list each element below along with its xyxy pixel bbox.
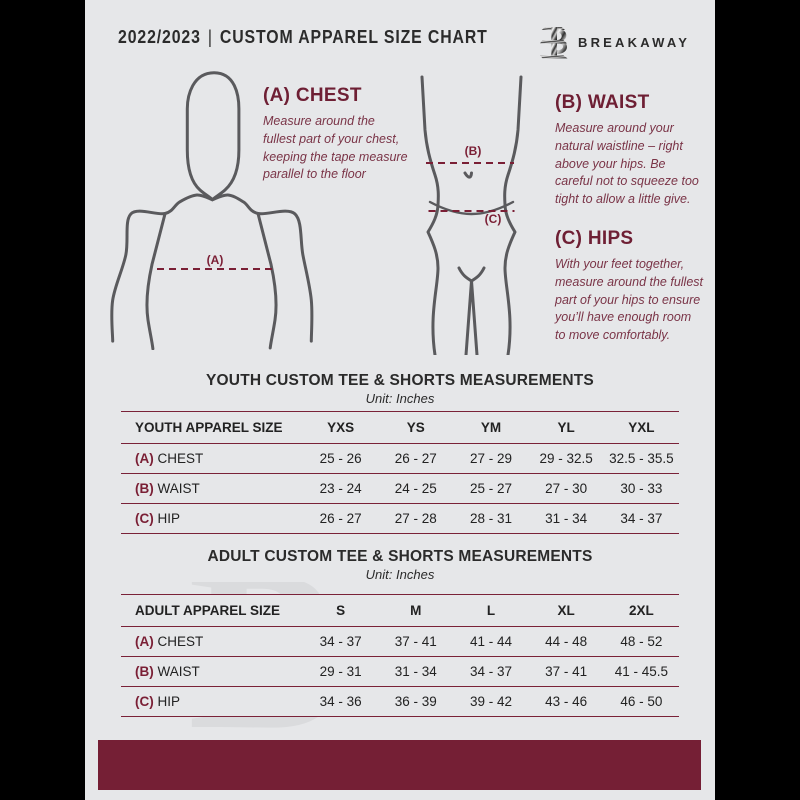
svg-text:(C): (C)	[485, 212, 502, 226]
svg-text:(B): (B)	[465, 144, 482, 158]
svg-text:(A): (A)	[207, 253, 224, 267]
